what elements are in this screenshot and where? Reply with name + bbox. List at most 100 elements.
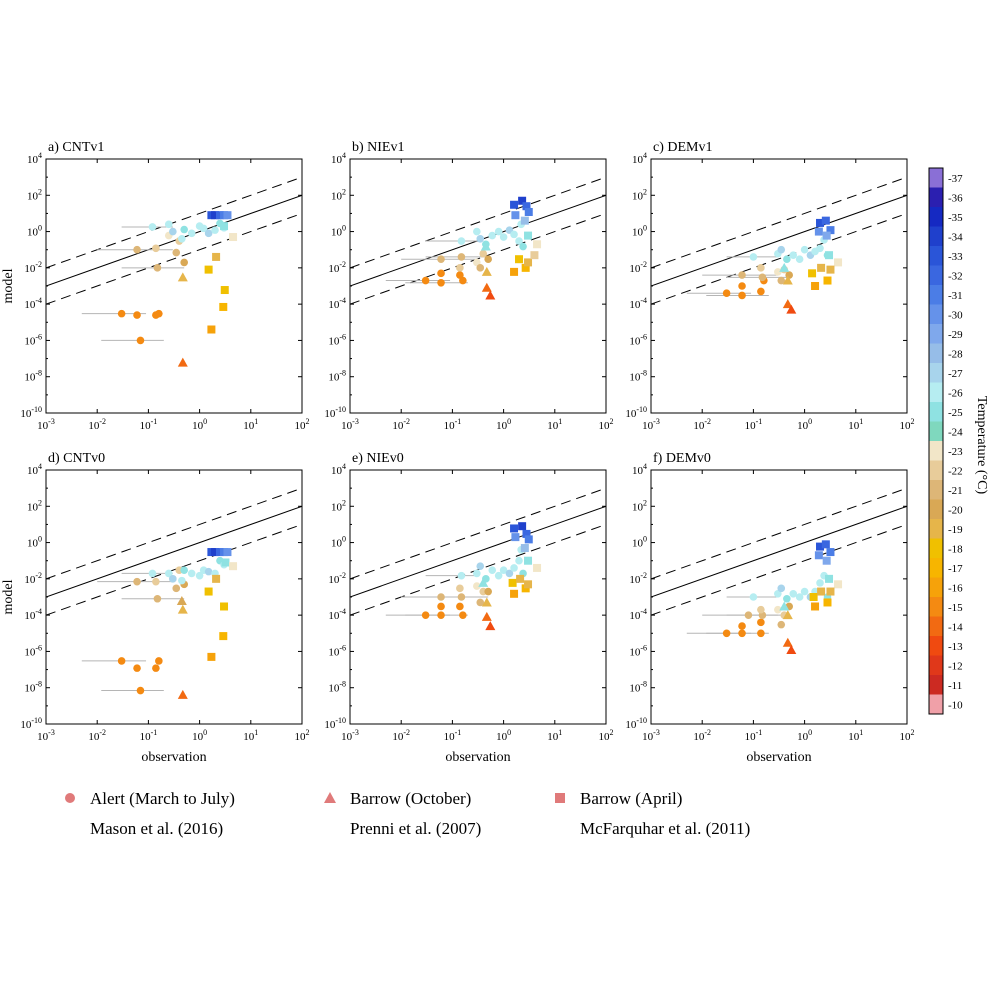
barrow-april-point [817, 587, 826, 596]
barrow-april-point [511, 533, 520, 542]
y-tick-label: 10-10 [324, 716, 346, 731]
colorbar-tick-label: -25 [948, 407, 963, 419]
alert-point [473, 258, 481, 267]
barrow-april-point [823, 276, 832, 285]
panel-title: a) CNTv1 [48, 140, 104, 155]
y-tick-label: 10-2 [629, 571, 647, 586]
axis-ticks: 10-3 10-2 10-1 100 101 102 10-10 10-8 10-6 10-4 10… [625, 151, 914, 432]
y-tick-label: 102 [331, 187, 346, 202]
plot-frame [45, 158, 303, 414]
x-tick-label: 102 [295, 728, 310, 743]
barrow-april-point [826, 265, 835, 274]
barrow-october-point [481, 597, 492, 607]
alert-point [457, 237, 466, 245]
alert-point [172, 584, 181, 593]
barrow-april-point [808, 269, 817, 278]
y-tick-label: 10-6 [328, 643, 346, 658]
colorbar-tick-label: -30 [948, 309, 963, 321]
colorbar-segment [929, 675, 943, 695]
alert-point [211, 226, 219, 234]
alert-point [749, 593, 758, 601]
colorbar-tick-label: -35 [948, 212, 963, 224]
alert-point [749, 253, 758, 261]
barrow-october-point [480, 241, 491, 251]
panel-title: b) NIEv1 [352, 140, 405, 155]
factor-10-upper-line [46, 487, 302, 580]
y-tick-label: 10-2 [629, 260, 647, 275]
x-tick-label: 102 [599, 728, 614, 743]
y-tick-label: 10-8 [629, 680, 647, 695]
alert-point [164, 220, 173, 229]
barrow-april-point [817, 263, 826, 272]
plot-frame [650, 158, 908, 414]
barrow-april-point [524, 535, 533, 544]
alert-point [757, 605, 765, 614]
barrow-april-point [521, 263, 530, 272]
barrow-april-point [219, 632, 228, 641]
y-tick-label: 10-6 [24, 332, 42, 347]
y-tick-label: 104 [331, 462, 346, 477]
x-tick-label: 101 [547, 417, 562, 432]
x-tick-label: 10-2 [88, 728, 106, 743]
colorbar-segment [929, 499, 943, 520]
barrow-april-point [220, 602, 229, 611]
alert-point [795, 255, 804, 264]
barrow-april-point [530, 251, 539, 260]
colorbar-segment [929, 558, 943, 578]
barrow-october-point [779, 601, 790, 611]
alert-point [437, 602, 445, 611]
alert-point [499, 233, 508, 241]
reference-lines [350, 487, 606, 616]
colorbar-tick-label: -21 [948, 485, 963, 497]
y-tick-label: 10-6 [629, 643, 647, 658]
barrow-april-point [207, 325, 216, 334]
data-points [385, 522, 542, 631]
one-to-one-line [651, 505, 907, 598]
barrow-april-point [215, 548, 224, 557]
barrow-october-point [786, 304, 797, 314]
alert-point [195, 571, 204, 580]
x-tick-label: 102 [295, 417, 310, 432]
alert-point [738, 622, 746, 630]
alert-point [757, 264, 765, 272]
barrow-april-point [510, 267, 519, 276]
reference-lines [46, 176, 302, 305]
x-tick-label: 100 [797, 728, 812, 743]
colorbar-tick-label: -24 [948, 426, 963, 438]
x-tick-label: 100 [192, 728, 207, 743]
alert-point [136, 336, 145, 345]
x-tick-label: 10-3 [37, 728, 55, 743]
alert-point [783, 255, 791, 264]
alert-point [187, 229, 196, 238]
barrow-april-point [212, 574, 221, 583]
legend-label: Barrow (April) [580, 789, 682, 808]
barrow-october-point [177, 357, 188, 367]
colorbar-segment [929, 382, 943, 403]
colorbar-tick-label: -17 [948, 563, 963, 575]
alert-point [178, 576, 186, 585]
barrow-october-point [782, 610, 793, 620]
alert-point [456, 584, 464, 593]
x-tick-label: 102 [900, 728, 915, 743]
axis-ticks: 10-3 10-2 10-1 100 101 102 10-10 10-8 10-6 10-4 10… [324, 462, 613, 743]
colorbar-tick-label: -12 [948, 660, 963, 672]
x-tick-label: 10-1 [140, 417, 158, 432]
barrow-april-point [511, 211, 520, 220]
y-tick-label: 10-2 [24, 260, 42, 275]
reference-lines [651, 176, 907, 305]
alert-point [774, 268, 782, 276]
colorbar-segment [929, 636, 943, 656]
alert-point [457, 253, 466, 261]
y-tick-label: 104 [27, 151, 42, 166]
panel-3: 10-3 10-2 10-1 100 101 102 10-10 10-8 10-6 10-4 10… [625, 140, 914, 432]
colorbar-segment [929, 538, 943, 559]
barrow-october-point [485, 621, 496, 631]
colorbar-segment [929, 480, 943, 500]
alert-point [456, 264, 464, 272]
colorbar-segment [929, 597, 943, 617]
colorbar-segment [929, 460, 943, 481]
data-points [686, 216, 843, 314]
one-to-one-line [651, 194, 907, 287]
barrow-april-point [508, 578, 517, 587]
barrow-april-point [223, 548, 232, 557]
